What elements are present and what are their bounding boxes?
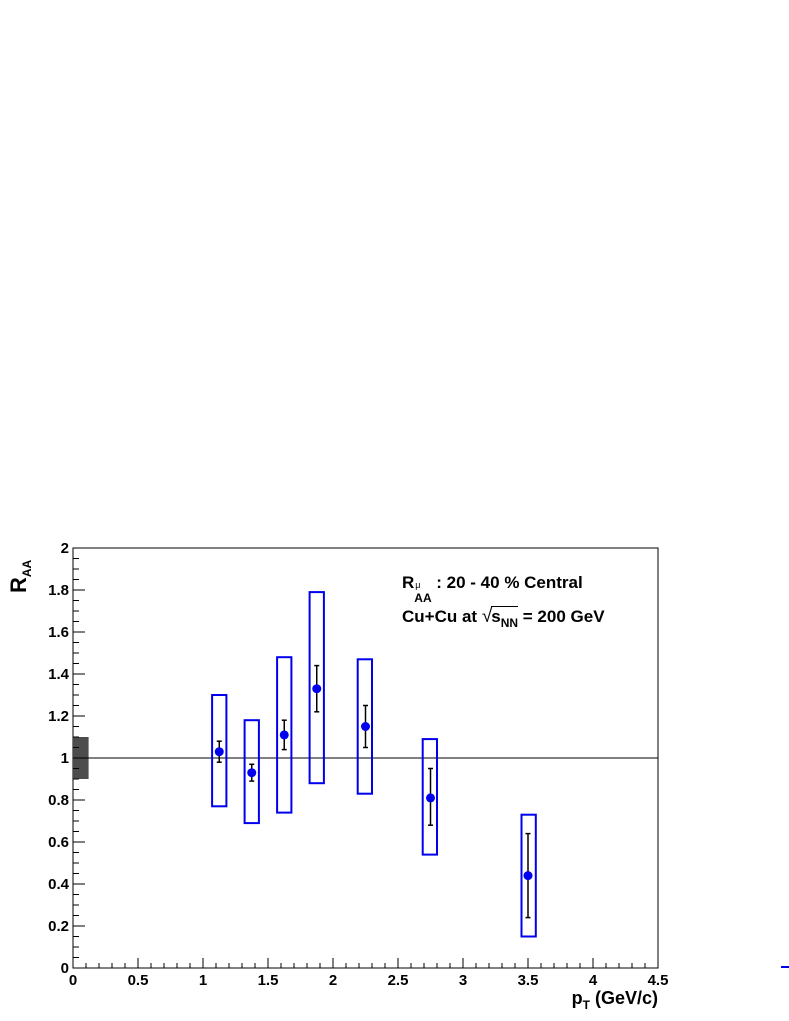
annotation-centrality-sup: μ [415,580,421,590]
data-points [214,684,533,881]
annotation-centrality-rest: : 20 - 40 % Central [436,573,583,592]
systematic-boxes [211,591,537,938]
x-tick-label: 4 [589,972,598,989]
annotation-system-root-sub: NN [500,616,519,630]
data-point [361,722,370,731]
axis-tick-labels: 0 0.5 1 1.5 2 2.5 3 3.5 4 4.5 0 0.2 0.4 0.6 0.8 1 1.2 1.4… [48,540,668,989]
x-axis-title: pT (GeV/c) [571,988,658,1012]
data-point [247,768,257,778]
annotation-system: Cu+Cu at √sNN = 200 GeV [402,606,605,629]
x-axis-title-sub: T [582,998,590,1012]
data-point [523,871,533,881]
y-tick-label: 1 [61,750,69,767]
y-axis-title: RAA [6,559,34,593]
y-tick-label: 0.4 [48,876,70,893]
x-tick-label: 4.5 [648,972,669,989]
y-tick-label: 1.4 [48,666,70,683]
y-tick-label: 0.8 [48,792,69,809]
y-tick-label: 0 [61,960,69,977]
y-tick-label: 1.2 [48,708,69,725]
annotation-system-root: sNN [491,606,519,629]
data-point [312,684,322,694]
annotation-system-pre: Cu+Cu at [402,607,482,626]
systematic-box [211,694,228,808]
x-tick-label: 3.5 [518,972,539,989]
x-tick-label: 1.5 [258,972,279,989]
y-axis-title-main: R [6,577,31,593]
x-axis-title-rest: (GeV/c) [589,988,658,1008]
systematic-box [243,719,260,825]
x-axis-title-main: p [571,988,583,1008]
systematic-box [520,813,537,938]
annotation-centrality-main: R [402,573,415,592]
stat-error-bars [216,664,531,919]
annotation-system-root-main: s [491,607,501,626]
annotation-system-rest: = 200 GeV [518,607,605,626]
x-tick-label: 3 [459,972,467,989]
systematic-box [308,591,325,785]
y-tick-label: 0.6 [48,834,69,851]
axis-ticks [72,547,659,969]
y-tick-label: 1.8 [48,582,69,599]
x-tick-label: 2.5 [388,972,409,989]
y-tick-label: 1.6 [48,624,69,641]
annotation-centrality-sub: AA [414,591,432,605]
systematic-box [276,656,293,814]
systematic-box [356,658,374,795]
data-point [279,730,289,740]
y-tick-label: 0.2 [48,918,69,935]
stray-marker [781,966,789,968]
x-tick-label: 0 [69,972,77,989]
y-axis-title-sub: AA [20,559,34,578]
sqrt-icon: √ [481,606,493,627]
x-tick-label: 2 [329,972,337,989]
data-point [214,747,224,757]
x-tick-label: 1 [199,972,207,989]
systematic-box [421,738,439,856]
x-tick-label: 0.5 [128,972,149,989]
y-tick-label: 2 [61,540,69,557]
data-point [426,793,435,803]
